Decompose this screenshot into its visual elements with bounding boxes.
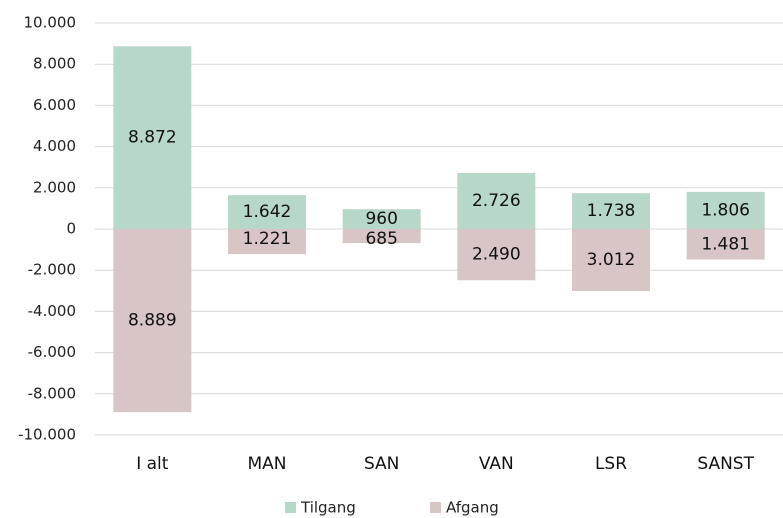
y-tick-label: -4.000 — [28, 302, 76, 320]
y-tick-label: 4.000 — [33, 137, 76, 155]
data-label: 2.490 — [472, 245, 521, 265]
y-tick-label: 2.000 — [33, 178, 76, 196]
x-tick-label: VAN — [479, 454, 514, 474]
legend-label: Afgang — [446, 499, 499, 517]
data-label: 3.012 — [587, 250, 636, 270]
bar — [457, 229, 536, 281]
data-label: 1.481 — [701, 234, 750, 254]
data-label: 8.872 — [128, 128, 177, 148]
data-label: 2.726 — [472, 191, 521, 211]
bar — [572, 193, 650, 229]
data-label: 1.806 — [701, 200, 750, 220]
data-label: 1.221 — [243, 229, 292, 249]
x-tick-label: SAN — [364, 454, 399, 474]
legend-swatch — [285, 502, 296, 513]
data-label: 685 — [365, 229, 397, 249]
x-tick-label: I alt — [136, 454, 169, 474]
bar — [342, 209, 421, 229]
data-label: 8.889 — [128, 311, 177, 331]
y-tick-label: 0 — [66, 220, 76, 238]
x-tick-label: SANST — [697, 454, 754, 474]
x-tick-label: MAN — [247, 454, 286, 474]
y-tick-label: 10.000 — [24, 14, 77, 32]
bar — [686, 229, 765, 260]
data-label: 1.738 — [587, 201, 636, 221]
bar — [686, 191, 765, 229]
legend-swatch — [430, 502, 441, 513]
legend-label: Tilgang — [300, 499, 356, 517]
bar — [572, 229, 650, 292]
x-tick-label: LSR — [595, 454, 627, 474]
bar — [228, 195, 306, 229]
bar — [457, 172, 536, 229]
y-tick-label: -8.000 — [28, 384, 76, 402]
y-tick-label: 8.000 — [33, 55, 76, 73]
y-tick-label: 6.000 — [33, 96, 76, 114]
bar — [113, 46, 192, 229]
y-tick-label: -10.000 — [18, 426, 76, 444]
bar — [113, 229, 192, 413]
y-tick-label: -6.000 — [28, 343, 76, 361]
bar — [342, 229, 421, 244]
bar — [228, 229, 306, 255]
data-label: 960 — [365, 209, 397, 229]
data-label: 1.642 — [243, 202, 292, 222]
y-tick-label: -2.000 — [28, 261, 76, 279]
